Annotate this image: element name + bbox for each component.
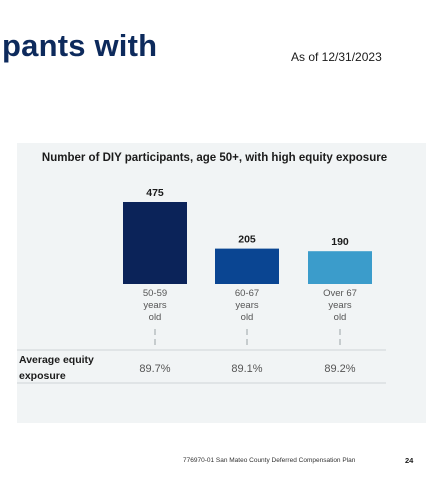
category-label-2-line-2: years [235,300,258,311]
bar-value-label-3: 190 [331,236,349,248]
category-label-1-line-2: years [143,300,166,311]
category-label-1-line-3: old [149,312,162,323]
category-label-3-line-3: old [334,312,347,323]
page-number: 24 [405,456,414,465]
equity-exposure-value-2: 89.1% [231,363,262,375]
bar-value-label-2: 205 [238,234,256,246]
equity-exposure-value-3: 89.2% [324,363,355,375]
bar-2 [215,248,279,284]
category-label-3-line-1: Over 67 [323,288,357,299]
chart-panel: Number of DIY participants, age 50+, wit… [17,143,426,423]
as-of-date: As of 12/31/2023 [291,50,382,64]
category-label-2-line-3: old [241,312,254,323]
bar-chart: 47550-59yearsold89.7%20560-67yearsold89.… [17,187,386,384]
category-label-3-line-2: years [328,300,351,311]
category-label-2-line-1: 60-67 [235,288,259,299]
bar-1 [123,202,187,284]
equity-exposure-value-1: 89.7% [139,363,170,375]
bar-value-label-1: 475 [146,187,164,199]
page-title: pants with [2,28,158,63]
footer-text: 776970-01 San Mateo County Deferred Comp… [183,457,356,464]
category-label-1-line-1: 50-59 [143,288,167,299]
average-equity-exposure-label: Average equity exposure [19,354,94,382]
chart-title: Number of DIY participants, age 50+, wit… [41,152,388,164]
bar-3 [308,251,372,284]
